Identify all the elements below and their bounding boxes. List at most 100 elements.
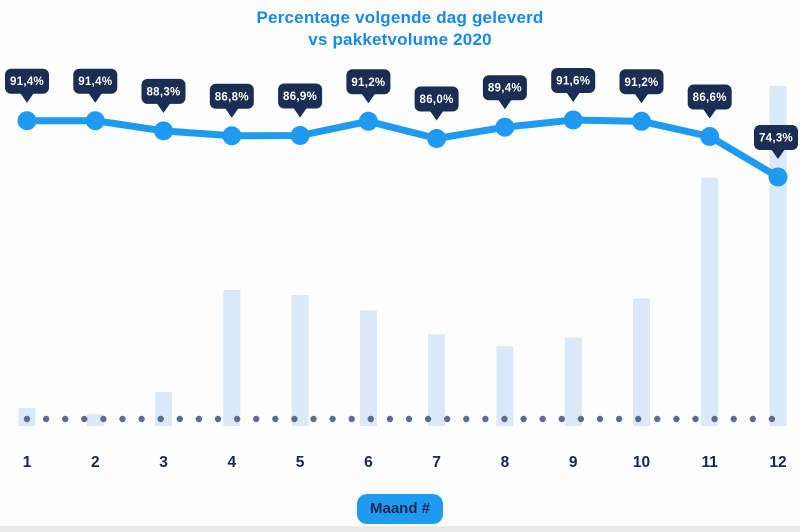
data-label-bubble-tail <box>429 110 444 121</box>
baseline-dot <box>310 415 317 423</box>
baseline-dot <box>615 415 623 423</box>
x-tick-label: 1 <box>23 454 32 471</box>
baseline-dot <box>463 415 470 423</box>
x-tick-label: 6 <box>364 454 373 471</box>
chart-title-line2: vs pakketvolume 2020 <box>308 30 492 49</box>
baseline-dot <box>253 415 260 423</box>
x-axis-title-badge: Maand # <box>356 494 444 524</box>
baseline-dot <box>501 415 508 423</box>
data-label-value: 86,6% <box>693 92 727 104</box>
baseline-dot <box>100 415 107 423</box>
data-label-bubble-tail <box>156 102 171 113</box>
x-tick-label: 8 <box>501 454 510 471</box>
data-label-bubble <box>414 86 459 112</box>
data-label-value: 91,6% <box>556 76 590 88</box>
baseline-dot <box>157 415 164 423</box>
data-label-bubble-tail <box>566 92 581 102</box>
volume-bar <box>428 334 446 426</box>
data-label-bubble <box>73 68 118 94</box>
baseline-dot <box>367 415 374 423</box>
baseline-dot <box>195 415 203 423</box>
x-tick-label: 10 <box>633 454 650 471</box>
line-point-marker <box>495 117 515 137</box>
volume-bar <box>496 346 514 426</box>
x-tick-label: 3 <box>159 454 168 471</box>
line-point-marker <box>85 111 105 131</box>
data-label-bubble <box>482 75 527 101</box>
line-point-marker <box>632 111 651 131</box>
line-point-marker <box>17 111 37 131</box>
line-point-marker <box>290 126 310 145</box>
x-tick-label: 12 <box>769 454 786 471</box>
line-point-marker <box>358 111 378 131</box>
chart-title-line1: Percentage volgende dag geleverd <box>256 8 544 27</box>
baseline-dot <box>23 415 31 423</box>
data-label-bubble <box>687 84 732 110</box>
data-label-bubble-tail <box>293 107 308 118</box>
baseline-dot <box>749 415 756 423</box>
line-point-marker <box>427 129 447 148</box>
baseline-dot <box>730 415 737 423</box>
data-label-value: 88,3% <box>146 86 180 98</box>
baseline-dot <box>119 415 126 423</box>
line-point-marker <box>154 121 173 141</box>
bottom-edge-strip <box>0 526 800 532</box>
baseline-dot <box>635 415 642 423</box>
baseline-dot <box>654 415 661 423</box>
baseline-dot <box>233 415 241 423</box>
x-tick-label: 5 <box>296 454 305 471</box>
volume-bar <box>291 295 309 426</box>
data-label-bubble-tail <box>361 93 376 104</box>
baseline-dot <box>42 415 50 423</box>
data-label-value: 91,4% <box>10 76 44 88</box>
data-label-value: 91,2% <box>351 77 385 89</box>
volume-bar <box>633 298 650 426</box>
baseline-dot <box>558 415 565 423</box>
data-label-bubble-tail <box>702 108 717 119</box>
x-tick-label: 9 <box>569 454 578 471</box>
chart-title: Percentage volgende dag geleverd vs pakk… <box>0 7 800 51</box>
data-label-bubble-tail <box>634 93 649 104</box>
data-label-bubble <box>209 83 254 109</box>
data-label-value: 91,2% <box>624 77 658 89</box>
baseline-dot <box>596 415 604 423</box>
baseline-dot <box>61 415 69 423</box>
data-label-value: 86,9% <box>283 91 317 103</box>
data-label-bubble <box>141 78 186 104</box>
line-point-marker <box>222 126 242 146</box>
baseline-dot <box>424 415 432 423</box>
data-label-bubble <box>551 68 596 93</box>
data-label-bubble <box>619 69 664 95</box>
baseline-dot <box>176 415 183 423</box>
baseline-dot <box>329 415 336 423</box>
data-label-bubble-tail <box>497 99 512 110</box>
baseline-dot <box>405 415 413 423</box>
data-label-value: 86,8% <box>215 91 249 103</box>
data-label-bubble-tail <box>20 92 34 103</box>
data-label-value: 74,3% <box>759 133 793 145</box>
data-label-bubble-tail <box>224 107 239 118</box>
data-label-bubble-tail <box>88 92 103 103</box>
baseline-dot <box>214 415 222 423</box>
baseline-dot <box>444 415 451 423</box>
data-label-value: 89,4% <box>488 83 522 95</box>
baseline-dot <box>768 415 776 423</box>
data-label-bubble <box>278 83 323 109</box>
line-point-marker <box>563 110 583 130</box>
volume-bar <box>223 290 241 426</box>
baseline-dot <box>577 415 585 423</box>
baseline-dot <box>692 415 699 423</box>
baseline-dot <box>673 415 680 423</box>
x-tick-label: 2 <box>91 454 100 471</box>
baseline-dot <box>291 415 298 423</box>
baseline-dot <box>348 415 355 423</box>
data-label-bubble <box>5 68 49 94</box>
x-tick-label: 4 <box>227 454 236 471</box>
baseline-dot <box>138 415 145 423</box>
volume-bar <box>359 310 377 426</box>
data-label-value: 86,0% <box>420 94 454 106</box>
percentage-line <box>23 116 782 181</box>
baseline-dot <box>539 415 546 423</box>
x-tick-label: 7 <box>432 454 441 471</box>
